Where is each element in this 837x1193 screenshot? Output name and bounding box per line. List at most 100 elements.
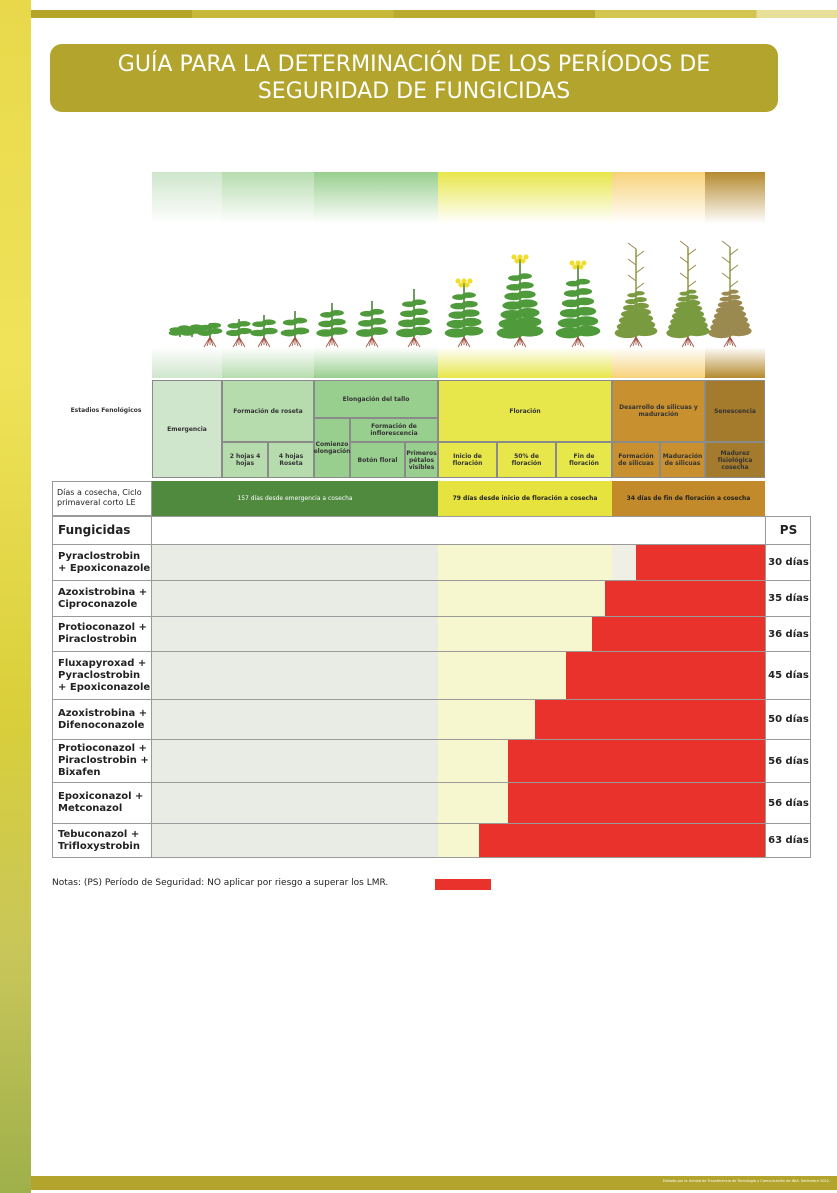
plant-part xyxy=(413,336,421,348)
row-bg-flower xyxy=(438,545,636,581)
plant-part xyxy=(632,336,637,347)
plant-part xyxy=(328,327,348,335)
days-period: 157 días desde emergencia a cosecha xyxy=(152,481,438,516)
plant-part xyxy=(371,336,379,348)
ps-bar xyxy=(508,740,765,783)
fungicide-name: Azoxistrobina + Ciproconazole xyxy=(52,581,152,617)
plant-part xyxy=(569,260,575,266)
row-bg-flower xyxy=(438,740,508,783)
plant-part xyxy=(460,336,465,347)
plant-part xyxy=(685,305,703,312)
fungicide-name: Pyraclostrobin + Epoxiconazole xyxy=(52,545,152,581)
row-bg-veg xyxy=(152,700,438,740)
ps-days: 50 días xyxy=(765,700,811,740)
plant-part xyxy=(411,299,426,306)
plant-part xyxy=(238,336,246,348)
plant-part xyxy=(633,302,649,309)
plant-part xyxy=(633,296,647,303)
plant-part xyxy=(578,264,584,270)
plant-part xyxy=(632,314,654,323)
plant-part xyxy=(464,282,470,288)
stage-label: Estadios Fenológicos xyxy=(70,406,142,414)
plant-part xyxy=(684,336,689,347)
plant-part xyxy=(410,317,430,326)
stage: Botón floral xyxy=(350,442,405,478)
notes-swatch xyxy=(435,879,491,890)
plant-part xyxy=(203,336,211,348)
ps-days: 35 días xyxy=(765,581,811,617)
plant-part xyxy=(519,336,527,348)
plant-part xyxy=(575,278,591,285)
ps-days: 56 días xyxy=(765,740,811,783)
plant-part xyxy=(627,274,637,282)
stage: 4 hojas Roseta xyxy=(268,442,314,478)
plant-part xyxy=(207,322,222,329)
plant-part xyxy=(726,336,731,347)
plant-part xyxy=(727,294,741,300)
plant-part xyxy=(232,336,240,348)
ps-bar xyxy=(605,581,765,617)
stage: 50% de floración xyxy=(497,442,556,478)
row-bg-veg xyxy=(152,545,438,581)
plant-part xyxy=(369,308,384,315)
plant-part xyxy=(511,254,517,260)
ps-days: 63 días xyxy=(765,824,811,858)
notes: Notas: (PS) Período de Seguridad: NO apl… xyxy=(52,878,389,888)
plant-part xyxy=(467,278,473,284)
plant-part xyxy=(288,336,296,348)
plant-part xyxy=(369,318,386,325)
top-stripe xyxy=(31,10,837,18)
stage: Formación de inflorescencia xyxy=(350,418,438,442)
plant-part xyxy=(411,308,428,316)
plant-part xyxy=(516,308,540,318)
plant-part xyxy=(634,291,645,296)
plant-part xyxy=(571,336,579,348)
plant-part xyxy=(627,258,637,266)
fungicide-name: Tebuconazol + Trifloxystrobin xyxy=(52,824,152,858)
plant-part xyxy=(325,336,333,348)
row-bg-veg xyxy=(152,652,438,700)
plant-part xyxy=(574,297,595,306)
ps-bar xyxy=(636,545,765,581)
plant-part xyxy=(679,272,689,280)
ps-days: 30 días xyxy=(765,545,811,581)
row-bg-flower xyxy=(438,652,566,700)
plant-part xyxy=(263,336,271,348)
plant-part xyxy=(520,258,526,264)
ps-bar xyxy=(479,824,765,858)
plant-part xyxy=(573,325,601,337)
plant-part xyxy=(627,242,637,250)
plant-part xyxy=(574,306,597,316)
plant-part xyxy=(681,336,689,348)
plant-part xyxy=(236,327,252,335)
table-header: PS xyxy=(765,516,811,545)
plant-part xyxy=(368,327,388,335)
plant-part xyxy=(679,256,689,264)
plant-part xyxy=(516,299,538,308)
ps-bar xyxy=(535,700,765,740)
plant-part xyxy=(679,240,689,248)
plant-part xyxy=(729,264,739,272)
plant-part xyxy=(460,326,484,336)
plant-part xyxy=(294,336,302,348)
plant-part xyxy=(329,318,346,326)
plant-part xyxy=(577,336,585,348)
plant-illustration xyxy=(152,172,765,378)
plant-part xyxy=(575,260,581,266)
stage: Senescencia xyxy=(705,380,765,442)
plant-part xyxy=(516,290,536,299)
plant-part xyxy=(257,336,265,348)
plant-part xyxy=(635,282,645,290)
plant-part xyxy=(727,305,745,312)
ps-bar xyxy=(592,617,765,652)
stage: Inicio de floración xyxy=(438,442,497,478)
row-bg-flower xyxy=(438,824,479,858)
plant-part xyxy=(514,258,520,264)
row-bg-veg xyxy=(152,617,438,652)
plant-part xyxy=(685,294,699,300)
plant-part xyxy=(574,336,579,347)
row-bg-veg xyxy=(152,740,438,783)
plant-part xyxy=(261,327,278,335)
plant-part xyxy=(292,327,310,335)
